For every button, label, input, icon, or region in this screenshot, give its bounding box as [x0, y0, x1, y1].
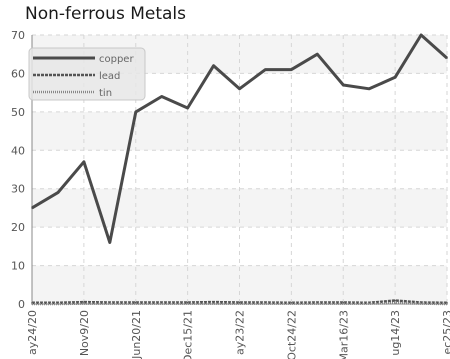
data-point-copper-1 — [57, 191, 59, 194]
data-point-copper-13 — [368, 88, 370, 90]
data-point-copper-11 — [316, 53, 319, 56]
data-point-tin-7 — [212, 302, 215, 305]
data-point-tin-11 — [316, 302, 319, 305]
y-tick-label-60: 60 — [11, 67, 25, 80]
data-point-copper-2 — [83, 161, 85, 163]
data-point-copper-0 — [31, 207, 33, 209]
x-tick-label-4: Jun20/21 — [130, 310, 143, 359]
data-point-tin-1 — [57, 303, 59, 305]
data-point-tin-0 — [31, 303, 33, 305]
data-point-tin-2 — [83, 302, 85, 305]
data-point-tin-3 — [109, 302, 111, 305]
y-tick-label-20: 20 — [11, 221, 25, 234]
data-point-tin-13 — [368, 302, 370, 305]
data-point-copper-15 — [420, 34, 422, 36]
data-point-lead-14 — [394, 299, 396, 302]
data-point-copper-8 — [238, 88, 241, 90]
data-point-copper-4 — [134, 111, 137, 113]
tick-labels: 0 10 20 30 40 50 60 70 ay24/20 Nov9/20 Jun20/21 Dec… — [11, 29, 450, 359]
chart-title: Non-ferrous Metals — [25, 4, 187, 24]
data-point-copper-10 — [290, 68, 293, 71]
x-tick-label-6: Dec15/21 — [182, 310, 195, 359]
x-tick-label-12: Mar16/23 — [337, 310, 350, 359]
x-tick-label-8: ay23/22 — [234, 310, 247, 355]
data-point-copper-14 — [394, 76, 396, 79]
x-tick-label-10: Oct24/22 — [285, 310, 298, 359]
x-tick-label-16: ec25/23 — [441, 310, 450, 355]
data-point-copper-6 — [186, 107, 189, 109]
data-point-lead-8 — [238, 301, 241, 304]
series-lines — [31, 33, 448, 306]
y-tick-label-40: 40 — [11, 144, 25, 157]
x-tick-label-0: ay24/20 — [26, 310, 39, 355]
data-point-tin-16 — [446, 303, 448, 305]
data-point-tin-8 — [238, 302, 241, 305]
data-point-tin-12 — [342, 302, 345, 305]
y-tick-label-50: 50 — [11, 106, 25, 119]
data-point-copper-3 — [109, 241, 111, 244]
data-point-tin-5 — [160, 302, 163, 305]
series-line-lead — [32, 299, 448, 305]
data-point-tin-9 — [264, 302, 267, 305]
x-tick-label-2: Nov9/20 — [78, 310, 91, 356]
legend-label-lead: lead — [99, 71, 120, 82]
data-point-lead-7 — [212, 301, 215, 303]
data-point-copper-9 — [264, 68, 267, 71]
y-tick-label-70: 70 — [11, 29, 25, 42]
legend: copper lead tin — [28, 47, 146, 101]
data-point-copper-16 — [446, 57, 448, 59]
y-tick-label-30: 30 — [11, 183, 25, 196]
data-point-tin-14 — [394, 302, 396, 305]
data-point-copper-12 — [342, 84, 345, 86]
x-tick-label-14: ug14/23 — [389, 310, 402, 356]
legend-label-copper: copper — [99, 54, 134, 65]
y-tick-label-10: 10 — [11, 260, 25, 273]
data-point-tin-6 — [186, 302, 189, 305]
data-point-copper-7 — [212, 64, 215, 67]
data-point-lead-9 — [264, 301, 267, 304]
y-tick-label-0: 0 — [18, 298, 25, 311]
data-point-tin-15 — [420, 302, 422, 305]
data-point-copper-5 — [160, 95, 163, 98]
legend-label-tin: tin — [99, 88, 112, 99]
data-point-tin-10 — [290, 302, 293, 305]
data-point-tin-4 — [134, 302, 137, 305]
